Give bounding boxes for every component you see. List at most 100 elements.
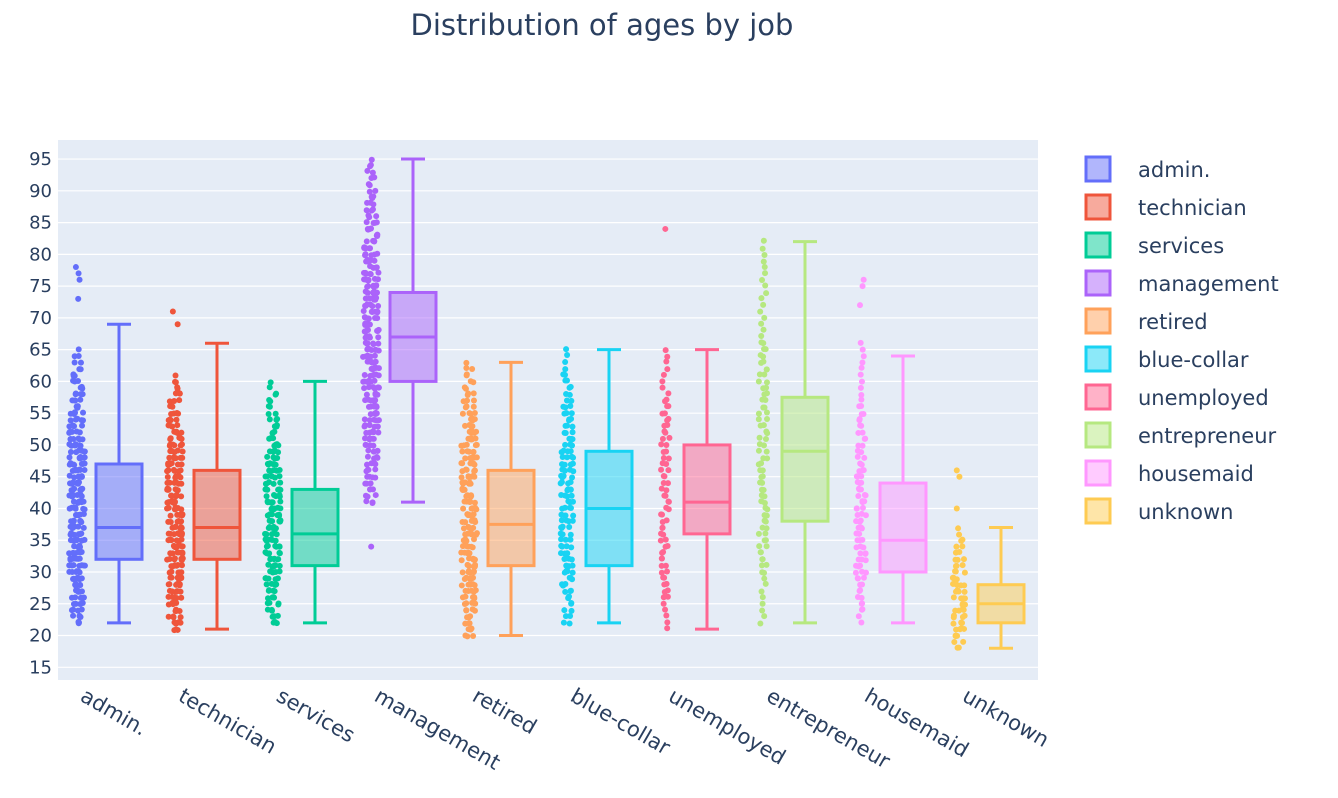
data-point: [372, 346, 379, 353]
data-point: [569, 460, 576, 467]
data-point: [172, 620, 179, 627]
data-point: [471, 563, 478, 570]
data-point: [562, 366, 569, 373]
data-point: [365, 447, 372, 454]
data-point: [662, 492, 669, 499]
data-point: [165, 537, 172, 544]
data-point: [567, 536, 574, 543]
y-tick-label: 20: [29, 626, 52, 647]
data-point: [71, 543, 78, 550]
data-point: [168, 492, 175, 499]
data-point: [364, 167, 371, 174]
data-point: [368, 308, 375, 315]
data-point: [173, 429, 180, 436]
data-point: [466, 620, 473, 627]
data-point: [366, 422, 373, 429]
data-point: [175, 549, 182, 556]
data-point: [371, 377, 378, 384]
data-point: [168, 460, 175, 467]
legend-item[interactable]: services: [1084, 231, 1224, 259]
data-point: [164, 499, 171, 506]
data-point: [855, 613, 862, 620]
legend[interactable]: admin. technician services management retire…: [1084, 155, 1279, 525]
data-point: [370, 340, 377, 347]
data-point: [761, 264, 768, 271]
legend-item[interactable]: technician: [1084, 193, 1247, 221]
data-point: [363, 498, 370, 505]
data-point: [559, 453, 566, 460]
data-point: [463, 371, 470, 378]
data-point: [459, 479, 466, 486]
data-point: [566, 523, 573, 530]
data-point: [360, 308, 367, 315]
data-point: [269, 505, 276, 512]
legend-item[interactable]: retired: [1084, 307, 1208, 335]
data-point: [858, 556, 865, 563]
data-point: [559, 461, 566, 468]
data-point: [857, 384, 864, 391]
data-point: [273, 390, 280, 397]
data-point: [757, 620, 764, 627]
data-point: [80, 498, 87, 505]
box-services[interactable]: [290, 379, 340, 625]
legend-item[interactable]: housemaid: [1084, 459, 1254, 487]
legend-item[interactable]: unemployed: [1084, 383, 1269, 411]
box-housemaid[interactable]: [878, 354, 928, 625]
data-point: [364, 199, 371, 206]
data-point: [568, 607, 575, 614]
data-point: [372, 411, 379, 418]
data-point: [764, 415, 771, 422]
data-point: [76, 619, 83, 626]
data-point: [277, 479, 284, 486]
data-point: [368, 207, 375, 214]
legend-item[interactable]: management: [1084, 269, 1279, 297]
data-point: [568, 410, 575, 417]
data-point: [759, 276, 766, 283]
data-point: [758, 320, 765, 327]
data-point: [277, 505, 284, 512]
data-point: [663, 448, 670, 455]
data-point: [78, 519, 85, 526]
data-point: [759, 245, 766, 252]
data-point: [69, 568, 76, 575]
data-point: [269, 430, 276, 437]
box-unknown[interactable]: [976, 526, 1026, 650]
data-point: [373, 213, 380, 220]
y-tick-label: 25: [29, 594, 52, 615]
data-point: [960, 595, 967, 602]
data-point: [364, 493, 371, 500]
data-point: [177, 467, 184, 474]
data-point: [569, 442, 576, 449]
data-point: [755, 447, 762, 454]
legend-item[interactable]: entrepreneur: [1084, 421, 1277, 449]
legend-item[interactable]: blue-collar: [1084, 345, 1249, 373]
data-point: [568, 544, 575, 551]
data-point: [73, 568, 80, 575]
data-point: [266, 384, 273, 391]
box-entrepreneur[interactable]: [780, 240, 830, 625]
box-blue-collar[interactable]: [584, 348, 634, 625]
data-point: [460, 442, 467, 449]
data-point: [271, 563, 278, 570]
box-management[interactable]: [388, 157, 438, 504]
data-point: [959, 600, 966, 607]
data-point: [272, 493, 279, 500]
data-point: [271, 455, 278, 462]
legend-item[interactable]: unknown: [1084, 497, 1233, 525]
box-unemployed[interactable]: [682, 348, 732, 631]
box-admin[interactable]: [94, 322, 144, 625]
data-point: [951, 638, 958, 645]
box-retired[interactable]: [486, 360, 536, 638]
data-point: [175, 517, 182, 524]
box-technician[interactable]: [192, 341, 242, 631]
data-point: [70, 549, 77, 556]
data-point: [164, 486, 171, 493]
data-point: [78, 606, 85, 613]
legend-swatch: [1084, 155, 1112, 183]
data-point: [469, 417, 476, 424]
data-point: [758, 460, 765, 467]
data-point: [567, 587, 574, 594]
data-point: [662, 562, 669, 569]
legend-item[interactable]: admin.: [1084, 155, 1210, 183]
